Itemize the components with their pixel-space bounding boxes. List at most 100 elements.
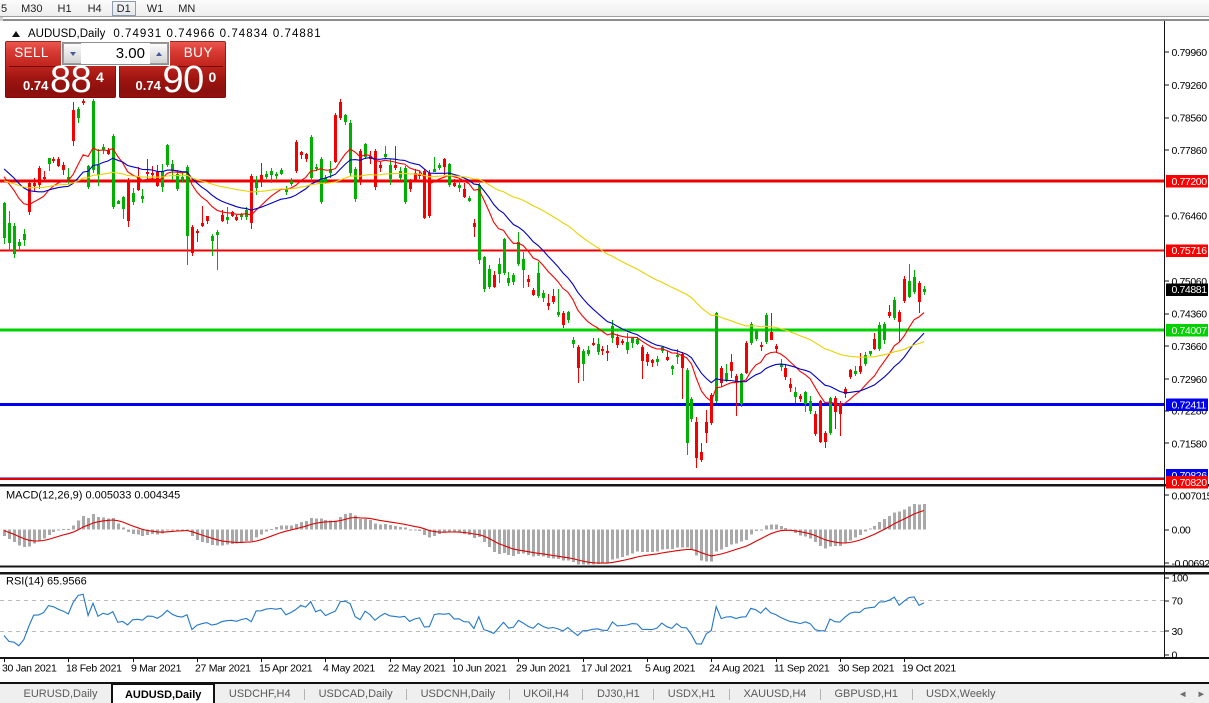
candle-80 <box>399 171 402 178</box>
candle-121 <box>601 349 604 351</box>
timeframe-button-m30[interactable]: M30 <box>21 2 43 15</box>
candle-46 <box>231 212 234 216</box>
candle-8 <box>43 177 46 179</box>
candle-179 <box>888 312 891 316</box>
chart-tab-audusd-daily[interactable]: AUDUSD,Daily <box>110 683 216 703</box>
volume-increase-button[interactable] <box>150 43 168 64</box>
chart-tab-usdcnh-daily[interactable]: USDCNH,Daily <box>420 688 496 700</box>
candle-69 <box>344 115 347 122</box>
chart-tab-usdx-h1[interactable]: USDX,H1 <box>667 688 716 700</box>
timeframe-button-mn[interactable]: MN <box>178 2 196 15</box>
candle-95 <box>473 223 476 227</box>
collapse-panel-icon[interactable] <box>12 30 20 37</box>
candle-84 <box>418 174 421 176</box>
separator-main-macd[interactable] <box>0 484 1209 487</box>
candle-138 <box>686 370 689 443</box>
buy-button[interactable]: BUY <box>183 45 213 60</box>
date-label-3: 27 Mar 2021 <box>195 663 251 675</box>
candle-126 <box>626 342 629 350</box>
rsi-scale-70: 70 <box>1172 595 1183 607</box>
price-tick-0.79260: 0.79260 <box>1172 80 1208 92</box>
chart-tab-dj30-h1[interactable]: DJ30,H1 <box>596 688 640 700</box>
chart-tab-usdx-weekly[interactable]: USDX,Weekly <box>926 688 996 700</box>
arrow-up-icon <box>155 51 162 56</box>
timeframe-buttons: 5 M30 H1 H4 D1 W1 MN <box>0 0 200 16</box>
panel-separators[interactable] <box>0 21 1209 659</box>
tab-separator <box>304 689 306 700</box>
candle-113 <box>562 313 565 325</box>
buy-panel[interactable]: BUY 0.74 90 0 <box>118 41 226 101</box>
candle-149 <box>740 374 743 404</box>
candle-127 <box>631 338 634 343</box>
chart-tab-bar: EURUSD,Daily AUDUSD,Daily USDCHF,H4 USDCAD,… <box>0 682 1209 703</box>
price-tick-0.77860: 0.77860 <box>1172 145 1208 157</box>
timeframe-button-5[interactable]: 5 <box>1 2 8 15</box>
rsi-scale-30: 30 <box>1172 626 1183 638</box>
candle-30 <box>151 173 154 175</box>
separator-rsi-top[interactable] <box>0 572 1209 575</box>
chart-tab-usdchf-h4[interactable]: USDCHF,H4 <box>228 688 291 700</box>
candle-22 <box>112 136 115 207</box>
candle-115 <box>572 340 575 344</box>
candle-11 <box>57 159 60 166</box>
volume-input[interactable]: 3.00 <box>81 43 150 64</box>
candle-0 <box>3 203 6 238</box>
price-tick-0.79960: 0.79960 <box>1172 47 1208 59</box>
candle-157 <box>780 364 783 367</box>
candle-64 <box>320 159 323 202</box>
sell-panel[interactable]: SELL 0.74 88 4 <box>5 41 116 101</box>
candle-101 <box>503 239 506 273</box>
candle-177 <box>878 325 881 349</box>
rsi-scale-100: 100 <box>1172 572 1189 584</box>
candle-125 <box>621 341 624 343</box>
timeframe-button-h1[interactable]: H1 <box>57 2 72 15</box>
candle-1 <box>8 223 11 243</box>
candle-25 <box>127 180 130 221</box>
timeframe-button-d1[interactable]: D1 <box>111 0 136 16</box>
candle-43 <box>216 232 219 235</box>
candle-181 <box>898 312 901 322</box>
candle-118 <box>587 350 590 354</box>
candle-21 <box>107 150 110 154</box>
candle-27 <box>137 177 140 190</box>
candle-97 <box>483 257 486 289</box>
volume-decrease-button[interactable] <box>63 43 81 64</box>
chart-tab-gbpusd-h1[interactable]: GBPUSD,H1 <box>834 688 899 700</box>
candle-36 <box>181 177 184 180</box>
ma-line-26 <box>3 157 925 394</box>
candle-103 <box>512 275 515 282</box>
candle-98 <box>488 269 491 287</box>
date-label-14: 19 Oct 2021 <box>902 663 956 675</box>
candle-131 <box>651 360 654 363</box>
candle-89 <box>443 159 446 167</box>
candle-6 <box>33 183 36 186</box>
chart-tab-usdcad-daily[interactable]: USDCAD,Daily <box>318 688 393 700</box>
separator-macd-bottom[interactable] <box>0 565 1209 568</box>
tab-scroll-right-icon[interactable]: ► <box>1196 689 1206 700</box>
candle-68 <box>339 102 342 118</box>
candle-15 <box>77 109 80 118</box>
candle-163 <box>809 401 812 411</box>
tab-scroll-left-icon[interactable]: ◄ <box>1178 689 1188 700</box>
candle-61 <box>305 154 308 159</box>
time-axis[interactable]: 30 Jan 2021 18 Feb 2021 9 Mar 2021 27 Mar 2… <box>2 658 957 675</box>
candle-146 <box>725 373 728 381</box>
candle-116 <box>577 347 580 368</box>
candle-105 <box>522 259 525 270</box>
timeframe-button-h4[interactable]: H4 <box>87 2 102 15</box>
price-chart[interactable]: 0.799600.792600.785600.778600.764600.750… <box>0 21 1209 682</box>
candle-176 <box>873 339 876 349</box>
sell-button[interactable]: SELL <box>14 45 49 60</box>
price-tick-0.71580: 0.71580 <box>1172 438 1208 450</box>
chart-tab-xauusd-h4[interactable]: XAUUSD,H4 <box>743 688 807 700</box>
chart-tab-ukoil-h4[interactable]: UKOil,H4 <box>523 688 569 700</box>
price-tick-0.78560: 0.78560 <box>1172 112 1208 124</box>
chart-tab-eurusd-daily[interactable]: EURUSD,Daily <box>23 688 98 700</box>
chart-area[interactable]: 0.79960 0.79260 0.78560 0.77860 0.76460 0.750… <box>0 21 1209 682</box>
candle-161 <box>799 396 802 399</box>
candle-136 <box>676 355 679 357</box>
price-axis[interactable]: 0.799600.792600.785600.778600.764600.750… <box>1164 47 1209 661</box>
timeframe-button-w1[interactable]: W1 <box>146 2 164 15</box>
candle-141 <box>700 452 703 460</box>
chart-title-bar: AUDUSD,Daily 0.74931 0.74966 0.74834 0.7… <box>12 27 322 40</box>
